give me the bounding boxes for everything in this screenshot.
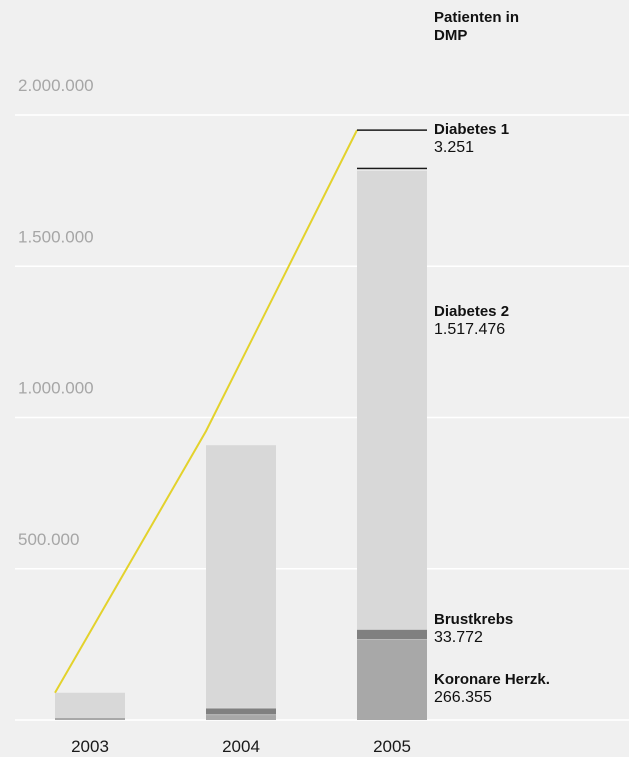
segment-separator [206, 443, 276, 446]
x-tick-label: 2005 [373, 737, 411, 756]
bar-segment [206, 444, 276, 708]
segment-name-label: Koronare Herzk. [434, 671, 550, 688]
gridlines [15, 114, 629, 721]
y-tick-label: 2.000.000 [18, 76, 94, 95]
legend-title-line-2: DMP [434, 27, 467, 44]
y-tick-label: 1.000.000 [18, 379, 94, 398]
trend-line [54, 129, 358, 694]
bar-segment [55, 718, 125, 720]
legend-title-line-1: Patienten in [434, 9, 519, 26]
segment-value-label: 266.355 [434, 689, 492, 706]
segment-name-label: Brustkrebs [434, 611, 513, 628]
bar-segment [55, 692, 125, 720]
segment-name-label: Diabetes 1 [434, 121, 509, 138]
total-trend-line [54, 129, 427, 694]
stacked-bars [55, 167, 427, 720]
x-tick-label: 2004 [222, 737, 260, 756]
segment-value-label: 3.251 [434, 139, 474, 156]
bar-segment [206, 714, 276, 720]
bar-segment [357, 639, 427, 720]
segment-separator [357, 169, 427, 171]
y-tick-label: 1.500.000 [18, 227, 94, 246]
segment-value-label: 33.772 [434, 629, 483, 646]
bar-segment [357, 167, 427, 170]
segment-value-label: 1.517.476 [434, 321, 505, 338]
y-tick-label: 500.000 [18, 530, 79, 549]
x-tick-label: 2003 [71, 737, 109, 756]
bar-segment [206, 707, 276, 715]
y-axis-tick-labels: 500.000 1.000.000 1.500.000 2.000.000 [18, 76, 94, 549]
segment-name-label: Diabetes 2 [434, 303, 509, 320]
bar-segment [357, 629, 427, 640]
bar-segment [357, 170, 427, 630]
x-axis-tick-labels: 2003 2004 2005 [71, 737, 411, 756]
